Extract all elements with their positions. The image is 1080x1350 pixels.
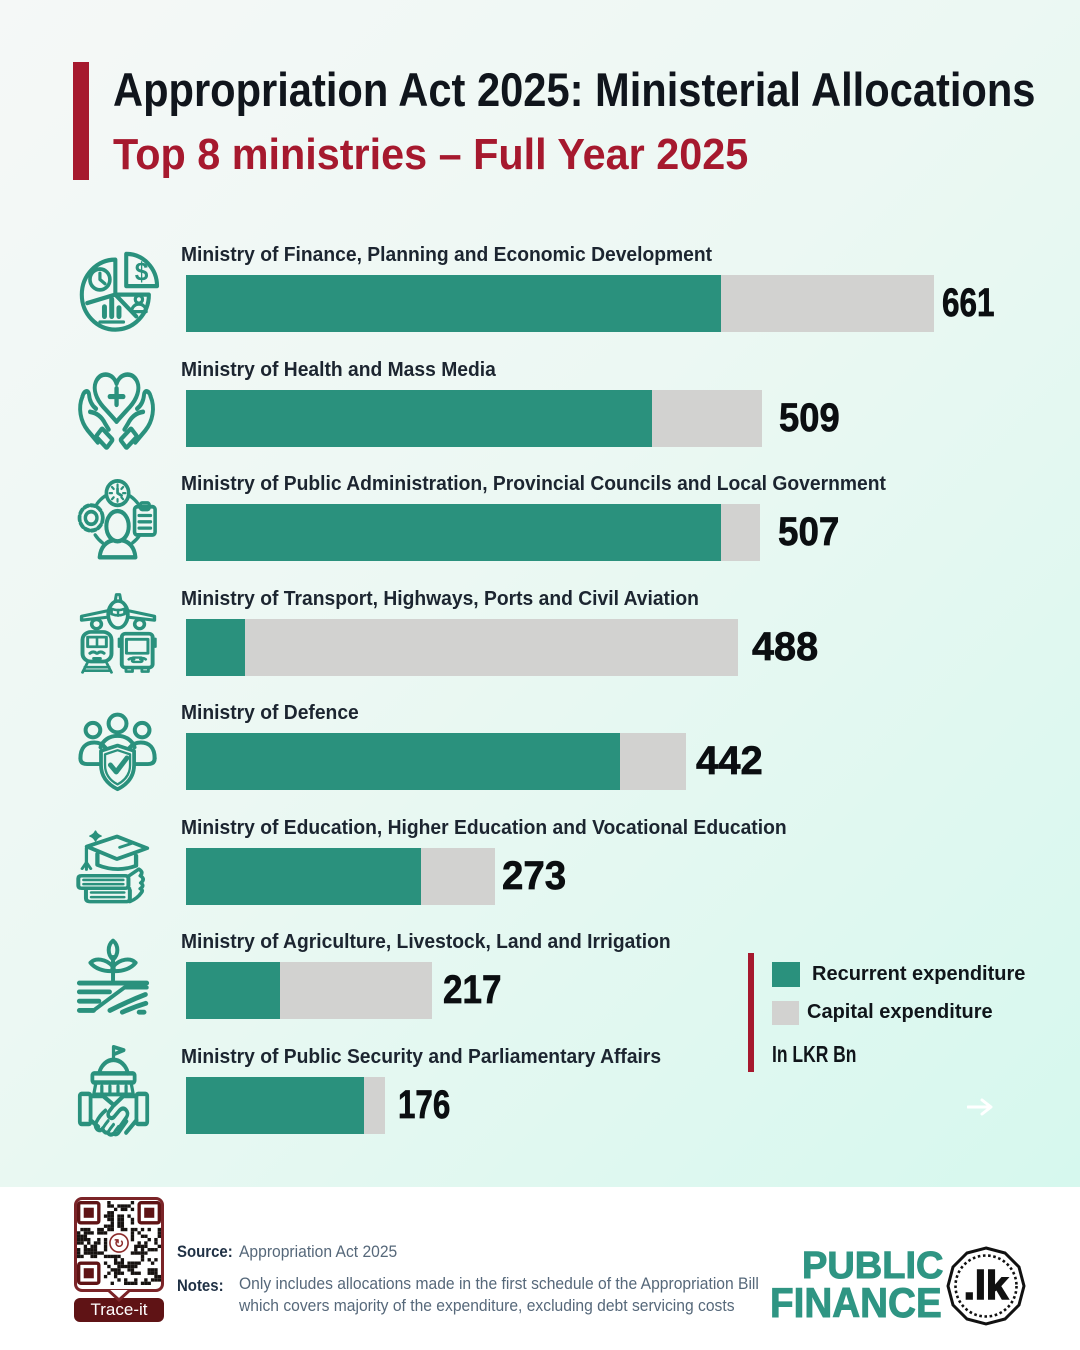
svg-text:.lk: .lk xyxy=(964,1264,1009,1308)
svg-text:$: $ xyxy=(135,258,149,287)
svg-text:↻: ↻ xyxy=(114,1237,124,1251)
